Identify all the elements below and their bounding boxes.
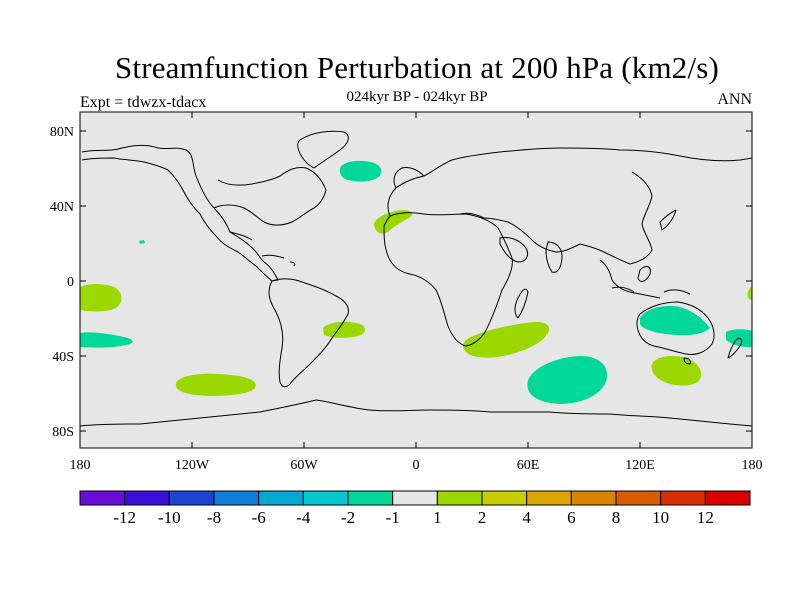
colorbar-label: 1 — [433, 508, 442, 527]
anomaly-southeast-pacific — [175, 373, 256, 396]
plot-title: Streamfunction Perturbation at 200 hPa (… — [114, 50, 720, 85]
anomaly-south-pacific — [80, 332, 133, 348]
anomaly-australia — [640, 306, 710, 336]
colorbar-swatch — [124, 490, 170, 506]
experiment-label: Expt = tdwzx-tdacx — [80, 94, 207, 111]
colorbar-swatch — [347, 490, 394, 506]
colorbar-label: 8 — [612, 508, 621, 527]
colorbar-label: -12 — [113, 508, 136, 527]
map-background — [80, 112, 752, 448]
colorbar-label: -8 — [207, 508, 221, 527]
lon-tick-label: 180 — [70, 458, 91, 473]
colorbar-swatch — [302, 490, 349, 506]
colorbar-swatch — [481, 490, 528, 506]
colorbar-label: 6 — [567, 508, 576, 527]
colorbar-label: 12 — [697, 508, 714, 527]
anomaly-central-pacific — [80, 284, 122, 312]
colorbar-swatch — [79, 490, 126, 506]
colorbar-swatch — [704, 490, 751, 506]
colorbar-swatch — [168, 490, 215, 506]
colorbar-label: -1 — [386, 508, 400, 527]
colorbar-label: -6 — [252, 508, 266, 527]
lat-tick-label: 40N — [50, 200, 74, 215]
colorbar-swatch — [660, 490, 706, 506]
plot-subtitle: 024kyr BP - 024kyr BP — [346, 89, 488, 105]
anomaly-south-africa — [463, 322, 550, 358]
colorbar: -12 -10 -8 -6 -4 -2 -1 1 2 4 6 8 10 12 — [79, 490, 751, 527]
lon-tick-label: 120W — [175, 458, 210, 473]
anomaly-small-patch — [139, 240, 145, 244]
lon-tick-label: 120E — [625, 458, 655, 473]
season-label: ANN — [717, 91, 752, 108]
colorbar-swatch — [392, 490, 438, 506]
coastlines — [80, 130, 752, 427]
map-axes: 80N 40N 0 40S 80S 180 120W 60W 0 60E 120E 180 — [50, 112, 763, 473]
anomaly-east-pacific-edge — [747, 286, 752, 300]
lat-tick-label: 0 — [67, 275, 74, 290]
colorbar-label: 2 — [478, 508, 487, 527]
colorbar-swatch — [258, 490, 304, 506]
lon-tick-label: 60E — [517, 458, 540, 473]
colorbar-label: -2 — [341, 508, 355, 527]
lon-tick-label: 0 — [413, 458, 420, 473]
lon-tick-label: 180 — [742, 458, 763, 473]
anomaly-south-indian-ocean — [527, 356, 607, 404]
colorbar-swatch — [615, 490, 662, 506]
anomaly-north-atlantic — [339, 160, 382, 182]
colorbar-label: 4 — [522, 508, 531, 527]
lat-tick-label: 80S — [52, 425, 74, 440]
colorbar-swatch — [436, 490, 483, 506]
colorbar-swatch — [213, 490, 260, 506]
anomaly-south-atlantic — [323, 321, 366, 338]
colorbar-label: 10 — [652, 508, 669, 527]
lat-tick-label: 80N — [50, 125, 74, 140]
lat-tick-label: 40S — [52, 350, 74, 365]
colorbar-swatch — [570, 490, 617, 506]
lon-tick-label: 60W — [290, 458, 318, 473]
colorbar-swatch — [526, 490, 572, 506]
colorbar-label: -4 — [296, 508, 311, 527]
colorbar-label: -10 — [158, 508, 181, 527]
anomaly-south-australia — [651, 356, 702, 386]
